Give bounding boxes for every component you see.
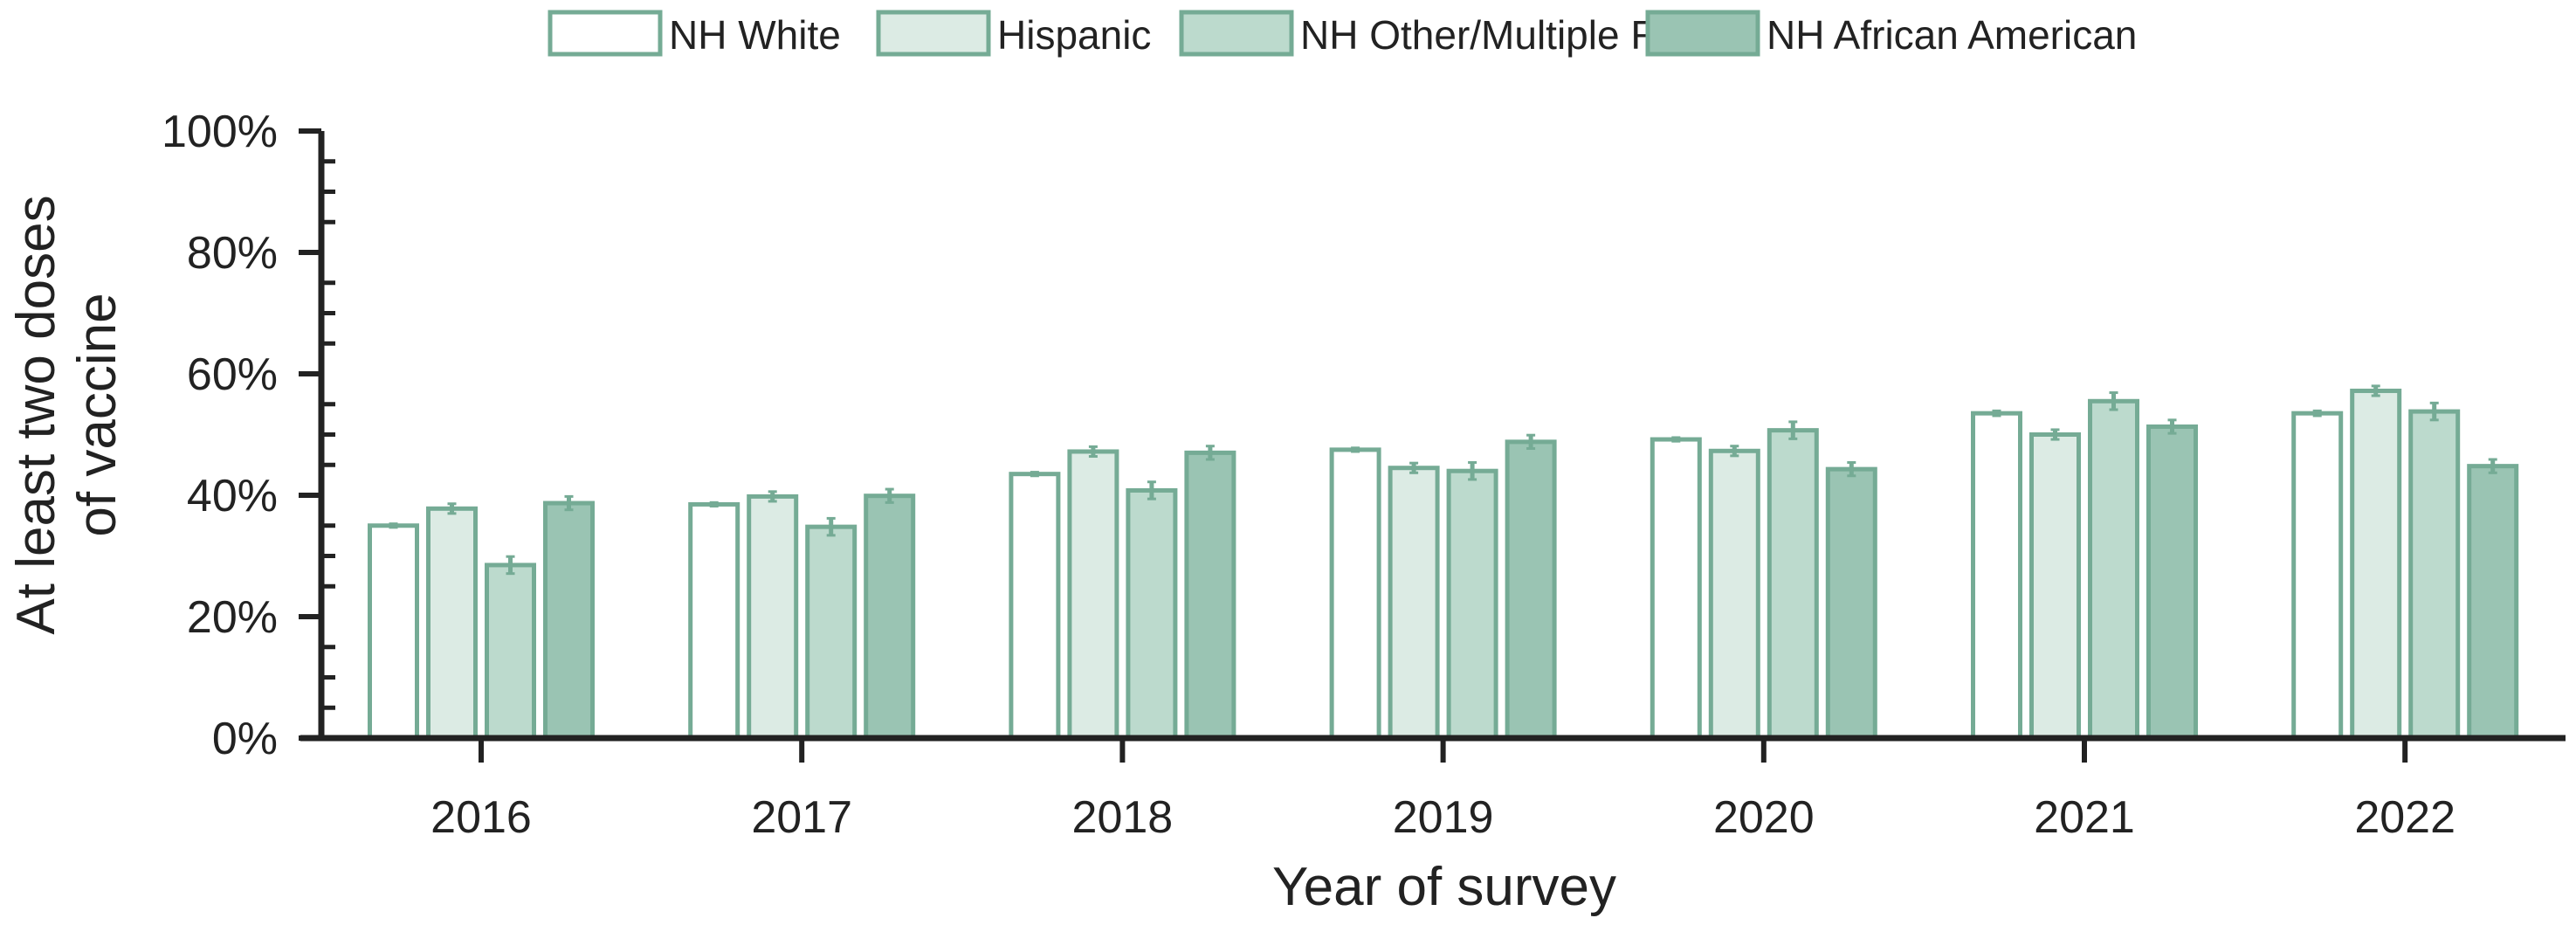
bar-nh-other-multiple-races-2017 <box>805 524 858 741</box>
x-tick-label: 2020 <box>1713 792 1815 843</box>
bar-hispanic-2018 <box>1067 449 1119 741</box>
x-tick-label: 2017 <box>751 792 852 843</box>
legend-swatch <box>876 10 991 57</box>
bar-nh-african-american-2016 <box>543 500 595 741</box>
x-tick-label: 2022 <box>2354 792 2455 843</box>
legend-swatch <box>1179 10 1294 57</box>
bar-nh-african-american-2019 <box>1505 439 1557 741</box>
x-axis-title: Year of survey <box>1272 857 1616 917</box>
legend-label: Hispanic <box>997 12 1151 58</box>
x-tick-label: 2018 <box>1072 792 1174 843</box>
y-tick-label: 40% <box>187 471 278 521</box>
y-axis-title-line-1: At least two doses <box>6 195 66 634</box>
bar-hispanic-2021 <box>2029 432 2081 741</box>
legend-label: NH White <box>669 12 841 58</box>
x-tick-label: 2019 <box>1393 792 1494 843</box>
bar-nh-other-multiple-races-2018 <box>1126 487 1178 741</box>
bar-hispanic-2019 <box>1388 466 1440 741</box>
bar-hispanic-2020 <box>1708 448 1760 741</box>
legend-swatch <box>548 10 663 57</box>
bar-hispanic-2016 <box>426 506 478 741</box>
y-tick-label: 0% <box>212 714 278 764</box>
bar-nh-white-2020 <box>1650 437 1702 741</box>
x-tick-label: 2016 <box>430 792 532 843</box>
y-tick-label: 100% <box>162 107 278 157</box>
axes: 0% 20% 40% 60% 80% 100% 2016 2017 2018 2019 2020 20… <box>162 107 2566 843</box>
x-tick-label: 2021 <box>2034 792 2135 843</box>
y-tick-label: 80% <box>187 228 278 279</box>
y-axis-title-line-2: of vaccine <box>67 293 127 536</box>
bar-nh-white-2017 <box>688 501 740 741</box>
bar-nh-other-multiple-races-2019 <box>1446 468 1498 741</box>
bar-nh-other-multiple-races-2016 <box>485 563 536 741</box>
bar-nh-white-2019 <box>1329 447 1381 741</box>
bar-nh-african-american-2022 <box>2467 464 2519 741</box>
y-tick-label: 20% <box>187 592 278 643</box>
legend-label: NH African American <box>1767 12 2137 58</box>
bar-nh-african-american-2017 <box>864 494 916 741</box>
bar-nh-african-american-2018 <box>1184 450 1236 741</box>
bar-nh-other-multiple-races-2022 <box>2408 409 2461 741</box>
bar-hispanic-2017 <box>747 494 799 741</box>
bar-nh-white-2021 <box>1971 411 2022 741</box>
bars <box>368 384 2519 741</box>
legend: NH White Hispanic NH Other/Multiple Races N… <box>548 10 2137 58</box>
bar-nh-other-multiple-races-2020 <box>1767 428 1819 741</box>
bar-nh-white-2016 <box>368 523 419 741</box>
bar-nh-white-2018 <box>1009 472 1061 741</box>
bar-nh-other-multiple-races-2021 <box>2088 398 2139 741</box>
y-tick-label: 60% <box>187 349 278 400</box>
bar-hispanic-2022 <box>2350 388 2402 741</box>
legend-swatch <box>1645 10 1760 57</box>
bar-nh-african-american-2020 <box>1825 466 1877 741</box>
bar-nh-white-2022 <box>2291 411 2344 741</box>
bar-nh-african-american-2021 <box>2146 424 2198 741</box>
